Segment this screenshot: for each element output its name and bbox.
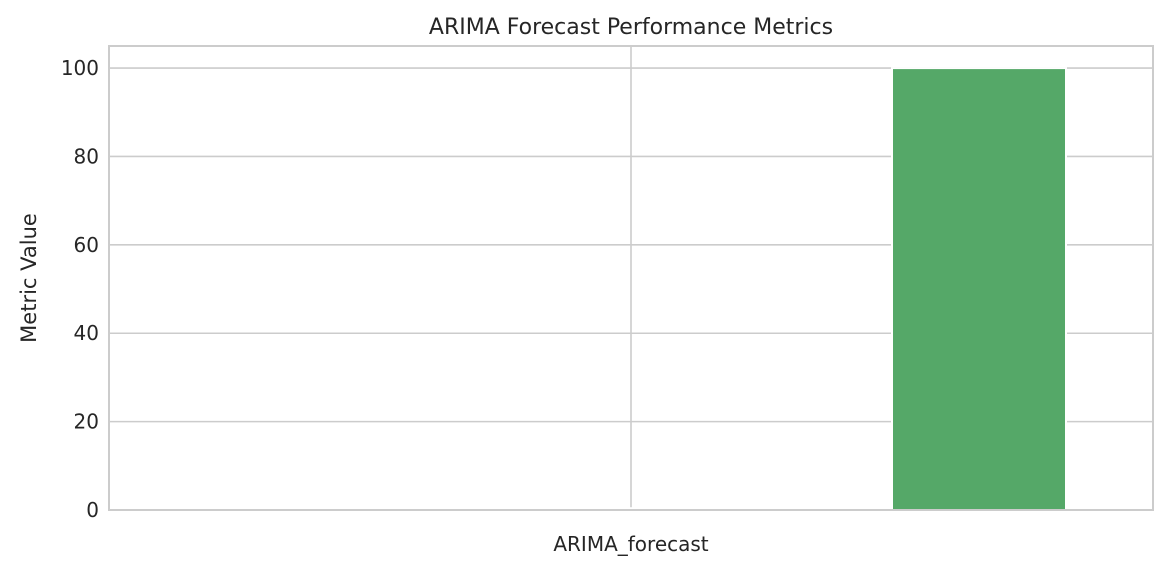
- y-tick-label: 100: [61, 56, 99, 80]
- y-tick-labels: 0 20 40 60 80 100: [61, 56, 99, 522]
- y-tick-label: 60: [74, 233, 99, 257]
- bars: [195, 67, 1067, 512]
- y-tick-label: 20: [74, 410, 99, 434]
- y-tick-label: 0: [86, 498, 99, 522]
- y-tick-label: 40: [74, 321, 99, 345]
- plot-frame: [108, 45, 1154, 511]
- chart-title: ARIMA Forecast Performance Metrics: [429, 15, 833, 40]
- bar: [891, 67, 1067, 511]
- y-axis-label: Metric Value: [17, 213, 41, 343]
- y-tick-label: 80: [74, 144, 99, 168]
- x-tick-label: ARIMA_forecast: [553, 532, 708, 556]
- x-tick-labels: ARIMA_forecast: [553, 532, 708, 556]
